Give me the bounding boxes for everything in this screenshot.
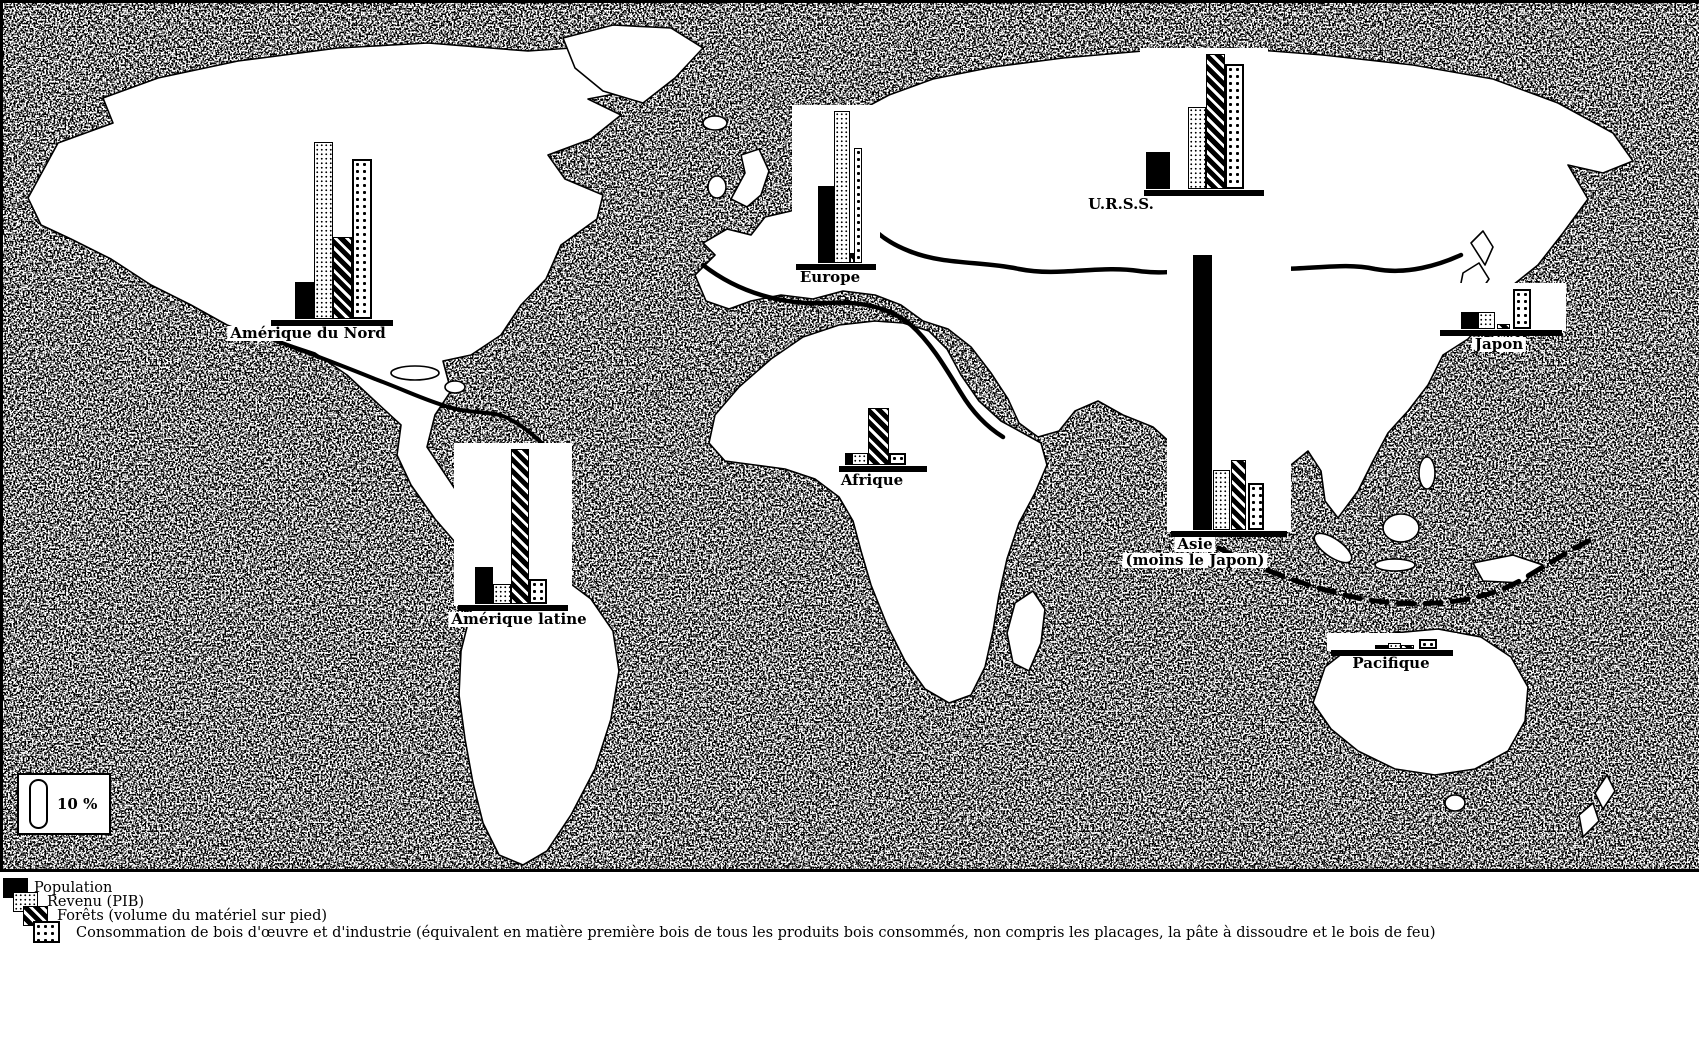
chart-baseline [271, 320, 393, 326]
chart-baseline [796, 264, 876, 270]
chart-baseline [839, 466, 927, 472]
bar-forets-amerique-latine [511, 449, 529, 604]
bar-consommation-asie-moins-le-japon [1248, 482, 1264, 530]
region-label-amerique-latine: Amérique latine [448, 612, 590, 627]
legend-swatch-consommation [33, 921, 60, 943]
legend-label-revenu: Revenu (PIB) [47, 894, 145, 910]
region-label-afrique: Afrique [837, 473, 907, 488]
bar-forets-urss [1206, 54, 1225, 189]
chart-baseline [458, 605, 568, 611]
bar-consommation-pacifique [1419, 639, 1437, 649]
bar-population-afrique [845, 452, 852, 465]
scale-label: 10 % [57, 795, 98, 813]
chart-baseline [1171, 531, 1287, 537]
region-label-europe: Europe [796, 270, 864, 285]
bar-consommation-europe [854, 148, 862, 263]
cuba-island [390, 365, 440, 381]
region-label-amerique-du-nord: Amérique du Nord [227, 326, 389, 341]
region-label-pacifique: Pacifique [1349, 656, 1433, 671]
bar-population-pacifique [1375, 645, 1388, 649]
legend-label-population: Population [34, 880, 113, 896]
region-label-asie-moins-le-japon: Asie [1174, 537, 1216, 552]
bar-forets-afrique [868, 407, 889, 465]
scale-box: 10 % [17, 773, 111, 835]
bar-revenu-urss [1188, 106, 1206, 189]
pacific-region-dashed-line [1192, 532, 1596, 607]
bar-forets-pacifique [1401, 645, 1414, 649]
mediterranean-mideast-boundary-line [700, 262, 1006, 440]
legend: Population Revenu (PIB) Forêts (volume d… [0, 872, 1699, 1038]
bar-population-urss [1146, 151, 1170, 189]
scale-bar-glyph [29, 779, 48, 829]
tasmania-island [1444, 794, 1466, 812]
chart-baseline [1331, 650, 1453, 656]
bar-revenu-pacifique [1388, 643, 1401, 649]
south-america-landmass [458, 564, 620, 866]
chart-baseline [1440, 330, 1562, 336]
bar-population-japon [1461, 311, 1478, 329]
borneo-island [1382, 513, 1420, 543]
greenland-landmass [562, 24, 704, 104]
ireland-island [707, 175, 727, 199]
africa-landmass [708, 320, 1048, 704]
bar-revenu-amerique-du-nord [314, 141, 333, 319]
chart-baseline [1144, 190, 1264, 196]
bar-consommation-amerique-latine [529, 579, 547, 604]
new-zealand-islands [1578, 774, 1616, 838]
bar-forets-amerique-du-nord [333, 236, 352, 319]
bar-population-amerique-latine [475, 566, 493, 604]
bar-consommation-urss [1225, 64, 1244, 189]
bar-population-europe [818, 185, 834, 263]
north-america-south-boundary-line [259, 333, 557, 457]
bar-consommation-afrique [889, 452, 906, 465]
chart-background [1436, 283, 1566, 331]
united-kingdom-island [730, 148, 770, 208]
legend-label-consommation: Consommation de bois d'œuvre et d'indust… [76, 925, 1436, 941]
bar-population-asie-moins-le-japon [1193, 255, 1212, 530]
legend-label-forets: Forêts (volume du matériel sur pied) [57, 908, 328, 924]
region-label-urss: U.R.S.S. [1085, 197, 1157, 212]
iceland-island [702, 115, 728, 131]
region-label-japon: Japon [1471, 337, 1527, 352]
bar-consommation-japon [1513, 289, 1531, 329]
madagascar-island [1006, 590, 1046, 672]
bar-forets-europe [850, 253, 854, 263]
bar-revenu-europe [834, 110, 850, 263]
bar-revenu-amerique-latine [493, 584, 511, 604]
hispaniola-island [444, 380, 466, 394]
bar-forets-japon [1497, 324, 1510, 329]
java-island [1374, 558, 1416, 572]
bar-forets-asie-moins-le-japon [1231, 460, 1246, 530]
bar-revenu-afrique [852, 452, 868, 465]
bar-consommation-amerique-du-nord [352, 159, 372, 319]
bar-population-amerique-du-nord [295, 281, 314, 319]
philippines-island [1418, 456, 1436, 490]
bar-revenu-asie-moins-le-japon [1213, 470, 1230, 530]
sumatra-island [1313, 532, 1353, 564]
region-label-asie-moins-le-japon-line2: (moins le Japon) [1122, 553, 1268, 568]
world-map: 10 % Amérique du Nord Europe U.R.S.S. Afriq… [0, 0, 1699, 872]
bar-revenu-japon [1478, 311, 1495, 329]
